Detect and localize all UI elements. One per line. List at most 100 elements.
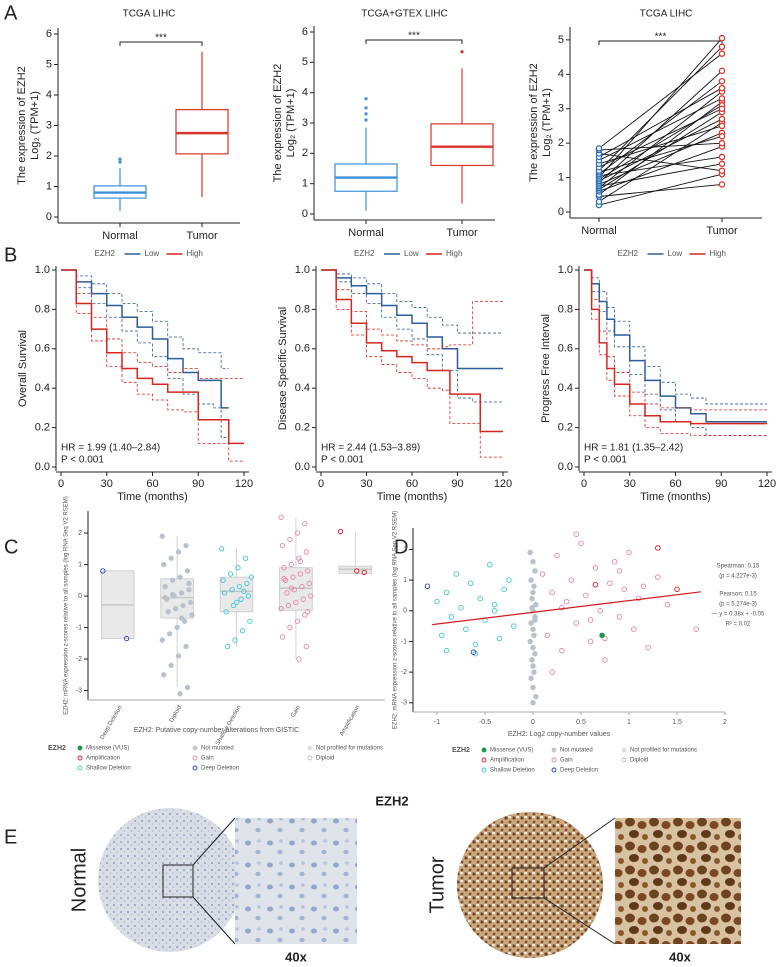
y-tick-label: 0.0	[35, 461, 50, 473]
legend-swatch	[77, 755, 83, 761]
y-tick-label: 0.4	[295, 382, 310, 394]
data-point	[218, 546, 225, 552]
x-tick-label: 120	[235, 478, 253, 490]
pair-line	[598, 132, 723, 185]
data-point	[549, 589, 555, 596]
data-point	[244, 580, 250, 587]
legend-label: Gain	[201, 756, 214, 762]
data-point	[238, 596, 244, 602]
survival-curve	[61, 269, 244, 445]
data-point	[230, 602, 237, 609]
data-point	[529, 657, 535, 663]
data-point	[172, 606, 179, 612]
y-tick-label: 4	[558, 68, 564, 80]
pair-line	[598, 80, 723, 175]
outlier	[364, 106, 368, 110]
data-point	[532, 568, 538, 574]
y-tick-label: -1	[401, 638, 407, 645]
data-point	[232, 637, 238, 643]
data-point	[308, 593, 314, 599]
stat-text: — y = 0.38x + -0.05	[712, 612, 765, 618]
data-point	[233, 599, 240, 605]
x-axis-label: EZH2: Putative copy-number alterations f…	[134, 727, 299, 734]
data-point	[573, 620, 579, 626]
x-tick-label: 90	[451, 478, 463, 490]
box	[219, 576, 254, 613]
pair-line	[598, 153, 723, 172]
stat-text: Pearson: 0.15	[719, 592, 757, 598]
outlier	[118, 160, 122, 164]
data-point	[224, 643, 231, 650]
data-point	[236, 583, 243, 590]
zoom-image	[615, 818, 741, 944]
data-point	[303, 643, 309, 650]
legend-swatch	[192, 765, 198, 771]
data-point	[281, 565, 287, 571]
data-point	[531, 632, 537, 639]
y-tick-label: 6	[302, 26, 308, 38]
legend-swatch	[192, 745, 198, 751]
panel-e-title: EZH2	[375, 793, 408, 808]
data-point	[559, 604, 565, 611]
data-point	[477, 595, 483, 602]
y-tick-label: 0.6	[35, 343, 50, 355]
x-tick-label: 1.5	[672, 719, 682, 726]
data-point	[544, 632, 551, 639]
x-tick-label: -1	[434, 719, 440, 726]
confidence-band	[61, 269, 244, 462]
pair-line	[598, 98, 723, 161]
data-point	[177, 574, 183, 580]
data-point	[296, 555, 302, 561]
y-tick-label: 0	[78, 593, 82, 600]
data-point	[186, 580, 192, 587]
annotation: P < 0.001	[61, 455, 104, 466]
tumor-point	[718, 105, 726, 112]
outlier	[364, 118, 368, 122]
data-point	[693, 626, 699, 632]
y-tick-label: 0.0	[558, 461, 573, 473]
data-point	[167, 631, 173, 637]
legend-label: Gain	[560, 758, 573, 764]
panel-label: A	[4, 2, 18, 24]
tumor-point	[718, 122, 726, 130]
pair-line	[598, 53, 723, 149]
x-tick-label: 30	[624, 478, 636, 490]
data-point	[533, 601, 539, 608]
pair-line	[598, 142, 723, 151]
y-tick-label: -1	[76, 624, 82, 631]
y-axis-label: EZH2: mRNA expression z-scores relative …	[64, 496, 70, 714]
data-point	[529, 604, 535, 611]
y-tick-label: 0	[302, 208, 308, 220]
stat-text: Spearman: 0.15	[717, 564, 760, 570]
legend-swatch	[307, 755, 313, 761]
data-point	[183, 543, 189, 549]
data-point	[655, 545, 661, 551]
legend-label: Shallow Deletion	[86, 766, 131, 772]
legend-title: EZH2	[48, 745, 66, 752]
y-axis-label: The expression of EZH2	[272, 64, 284, 183]
data-point	[189, 612, 195, 618]
data-point	[434, 598, 440, 605]
data-point	[664, 601, 671, 608]
data-point	[161, 561, 167, 568]
zoom-line	[543, 897, 616, 945]
tissue-label: Tumor	[426, 856, 448, 913]
outlier	[118, 157, 122, 161]
data-point	[288, 585, 295, 591]
data-point	[530, 589, 536, 596]
data-point	[554, 552, 560, 559]
legend-swatch	[307, 745, 313, 751]
data-point	[527, 549, 533, 556]
legend-label: High	[446, 249, 462, 258]
data-point	[491, 601, 498, 608]
data-point	[674, 586, 680, 593]
data-point	[487, 562, 493, 568]
tissue-label: Normal	[68, 848, 90, 912]
survival-curve	[321, 269, 503, 370]
pair-line	[598, 46, 723, 172]
data-point	[448, 614, 455, 620]
data-point	[354, 568, 360, 574]
data-point	[181, 618, 188, 624]
data-point	[294, 618, 301, 624]
y-tick-label: 6	[46, 28, 52, 40]
